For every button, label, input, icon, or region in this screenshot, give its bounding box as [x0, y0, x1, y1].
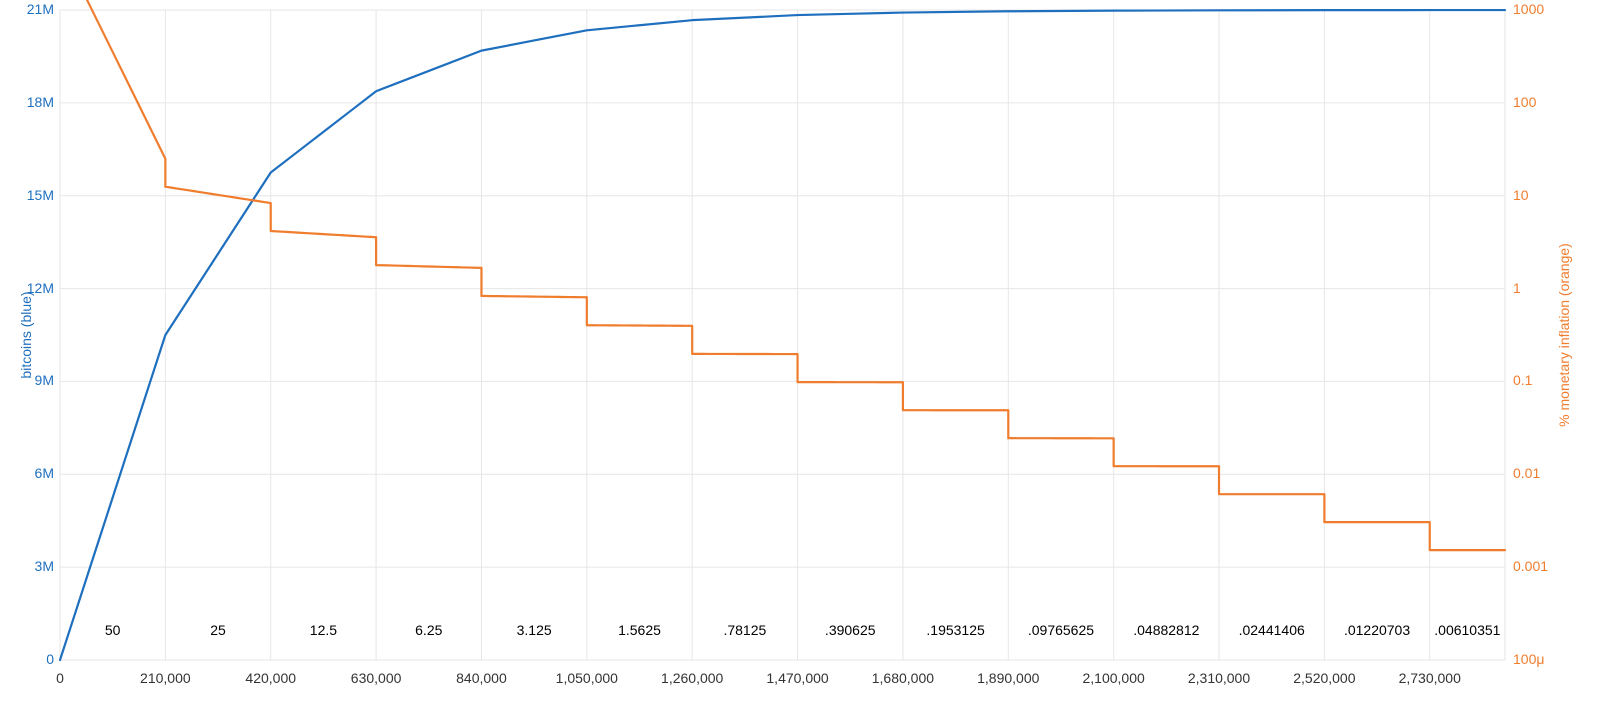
reward-label: 25 — [210, 622, 226, 638]
y-left-title: bitcoins (blue) — [18, 235, 34, 435]
x-tick: 840,000 — [456, 670, 507, 686]
reward-label: 3.125 — [517, 622, 552, 638]
y-right-tick: 1 — [1513, 280, 1521, 296]
reward-label: .390625 — [825, 622, 876, 638]
y-left-tick: 9M — [35, 372, 54, 388]
chart-svg — [0, 0, 1600, 710]
reward-label: .78125 — [723, 622, 766, 638]
y-right-tick: 100μ — [1513, 651, 1544, 667]
reward-label: 12.5 — [310, 622, 337, 638]
reward-label: .09765625 — [1028, 622, 1094, 638]
x-tick: 420,000 — [245, 670, 296, 686]
x-tick: 1,890,000 — [977, 670, 1039, 686]
y-left-tick: 6M — [35, 465, 54, 481]
y-right-tick: 0.001 — [1513, 558, 1548, 574]
x-tick: 1,260,000 — [661, 670, 723, 686]
y-left-tick: 18M — [27, 94, 54, 110]
x-tick: 0 — [56, 670, 64, 686]
x-tick: 1,680,000 — [872, 670, 934, 686]
x-tick: 2,730,000 — [1399, 670, 1461, 686]
y-left-tick: 0 — [46, 651, 54, 667]
reward-label: .01220703 — [1344, 622, 1410, 638]
x-tick: 1,470,000 — [766, 670, 828, 686]
reward-label: 1.5625 — [618, 622, 661, 638]
supply-line — [60, 10, 1505, 660]
y-left-tick: 21M — [27, 1, 54, 17]
reward-label: 50 — [105, 622, 121, 638]
reward-label: .1953125 — [926, 622, 984, 638]
reward-label: .02441406 — [1239, 622, 1305, 638]
y-right-tick: 10 — [1513, 187, 1529, 203]
y-right-tick: 100 — [1513, 94, 1536, 110]
y-left-tick: 3M — [35, 558, 54, 574]
y-left-tick: 15M — [27, 187, 54, 203]
y-right-title: % monetary inflation (orange) — [1556, 205, 1572, 465]
x-tick: 2,520,000 — [1293, 670, 1355, 686]
reward-label: 6.25 — [415, 622, 442, 638]
x-tick: 630,000 — [351, 670, 402, 686]
x-tick: 210,000 — [140, 670, 191, 686]
reward-label: .00610351 — [1434, 622, 1500, 638]
chart-container: 03M6M9M12M15M18M21M100μ0.0010.010.111010… — [0, 0, 1600, 710]
x-tick: 2,100,000 — [1082, 670, 1144, 686]
x-tick: 2,310,000 — [1188, 670, 1250, 686]
y-right-tick: 0.1 — [1513, 372, 1532, 388]
y-right-tick: 1000 — [1513, 1, 1544, 17]
reward-label: .04882812 — [1133, 622, 1199, 638]
y-right-tick: 0.01 — [1513, 465, 1540, 481]
x-tick: 1,050,000 — [556, 670, 618, 686]
inflation-line — [60, 0, 1505, 550]
